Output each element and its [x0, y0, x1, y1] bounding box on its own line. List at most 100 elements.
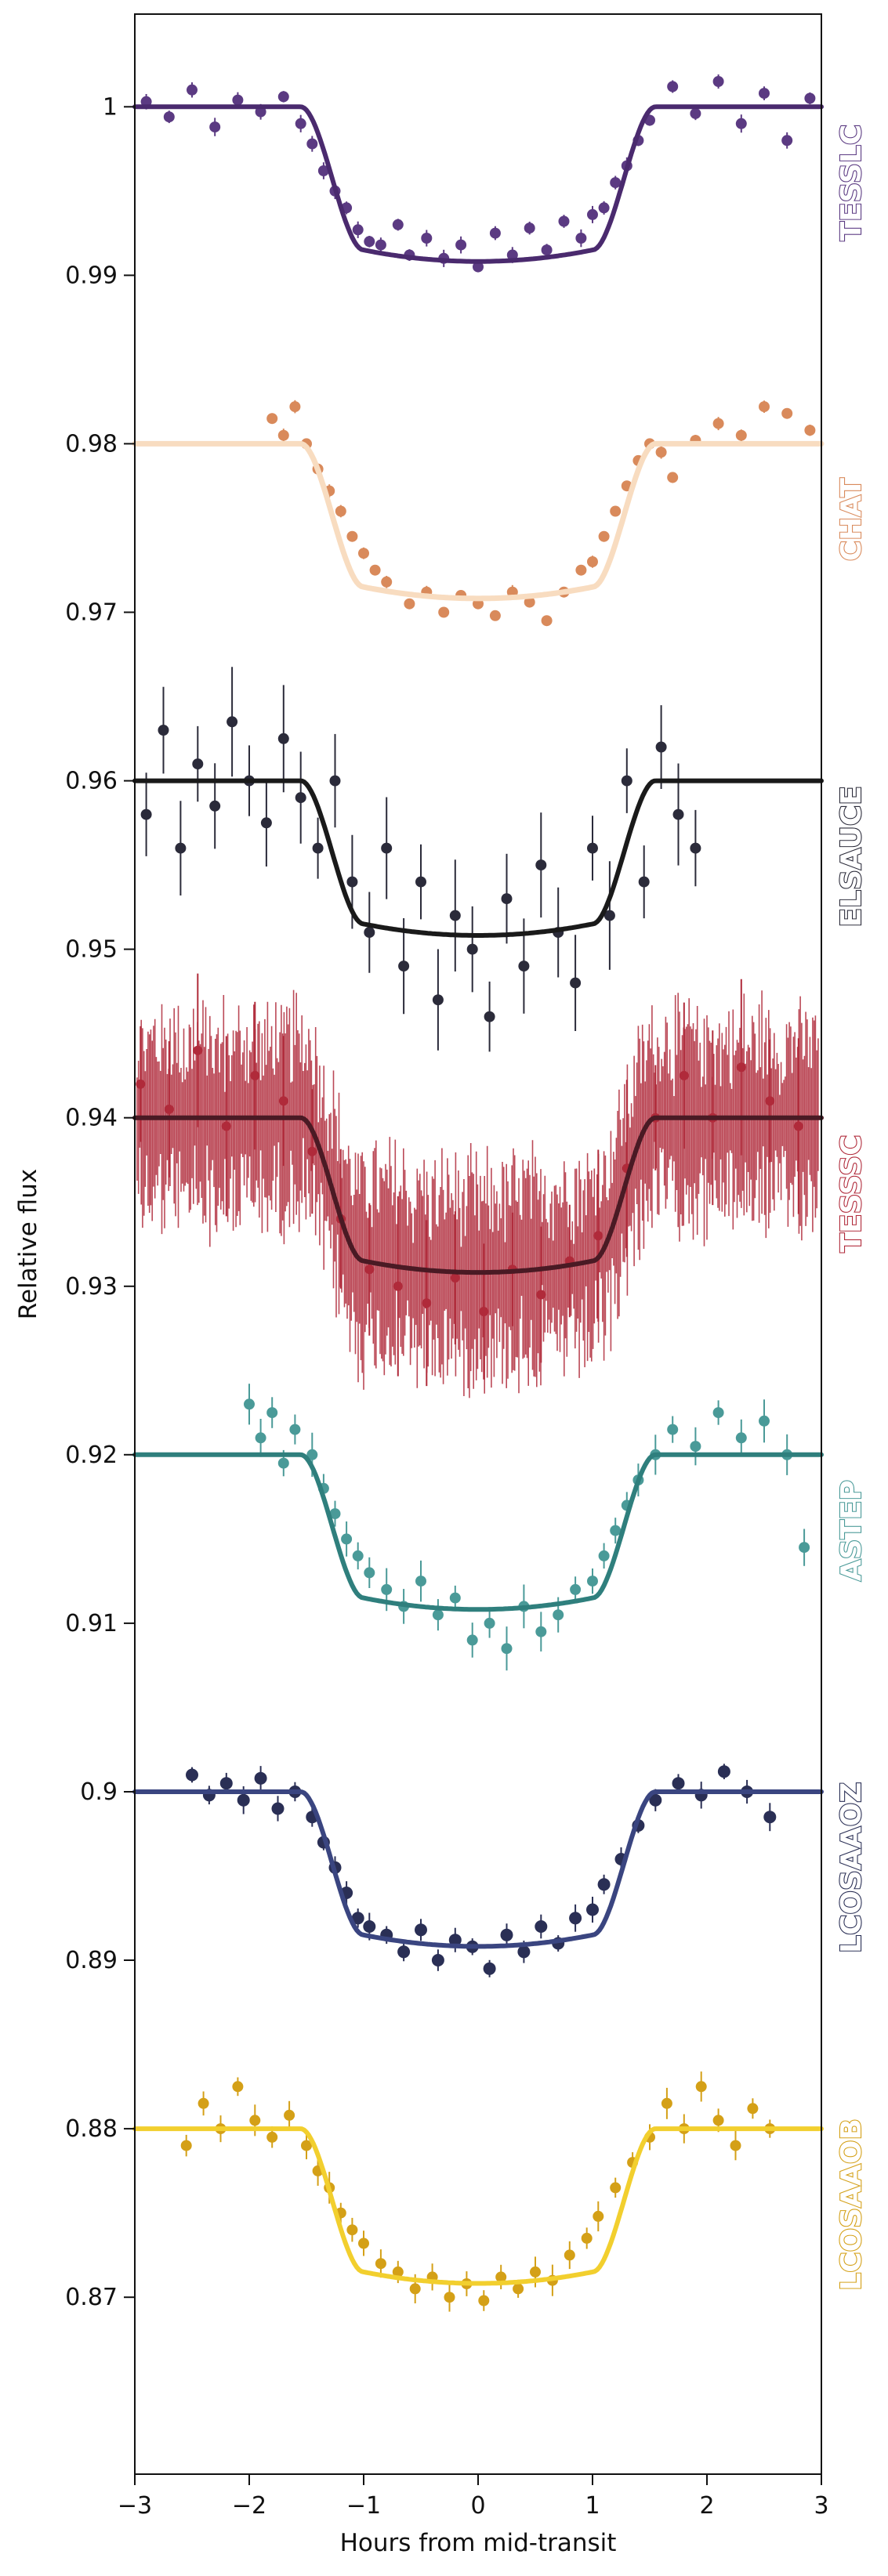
- elsauce-data-point: [449, 910, 461, 921]
- tesslc-data-point: [277, 91, 289, 103]
- elsauce-data-point: [175, 842, 187, 854]
- elsauce-data-point: [535, 859, 547, 871]
- chat-data-point: [524, 596, 535, 608]
- tesssc-data-point: [193, 1045, 203, 1055]
- tesslc-data-point: [163, 111, 175, 123]
- elsauce-data-point: [621, 775, 632, 787]
- elsauce-data-point: [192, 758, 204, 770]
- lcosaaoz-data-point: [569, 1912, 582, 1925]
- lcosaaob-data-point: [346, 2224, 358, 2236]
- astep-data-point: [610, 1525, 622, 1536]
- lcosaaoz-data-point: [586, 1903, 599, 1916]
- chat-data-point: [277, 429, 289, 441]
- astep-data-point: [364, 1567, 375, 1579]
- elsauce-data-point: [570, 977, 582, 989]
- tesssc-data-point: [221, 1121, 231, 1131]
- lcosaaob-data-point: [530, 2266, 541, 2278]
- lcosaaob-data-point: [695, 2081, 707, 2093]
- lcosaaob-data-point: [232, 2081, 244, 2093]
- lcosaaoz-data-point: [397, 1945, 411, 1959]
- elsauce-instrument-label: ELSAUCE: [835, 786, 868, 927]
- lcosaaoz-data-point: [351, 1912, 364, 1925]
- astep-data-point: [553, 1609, 564, 1621]
- y-tick-label: 0.89: [65, 1947, 118, 1974]
- tesslc-data-point: [295, 118, 306, 129]
- elsauce-data-point: [381, 842, 393, 854]
- lcosaaoz-data-point: [431, 1954, 444, 1966]
- chat-data-point: [610, 505, 622, 517]
- tesslc-data-point: [598, 202, 610, 214]
- elsauce-data-point: [672, 809, 684, 820]
- astep-data-point: [329, 1508, 341, 1520]
- elsauce-data-point: [415, 876, 426, 888]
- lcosaaob-data-point: [495, 2271, 507, 2283]
- elsauce-data-point: [260, 817, 272, 829]
- y-tick-label: 0.92: [65, 1442, 118, 1469]
- tesssc-data-point: [307, 1146, 317, 1156]
- chat-data-point: [381, 576, 393, 588]
- y-tick-label: 0.88: [65, 2115, 118, 2143]
- y-tick-label: 0.99: [65, 262, 118, 289]
- tesslc-data-point: [759, 88, 770, 99]
- astep-data-point: [690, 1441, 701, 1453]
- lcosaaoz-data-point: [500, 1928, 513, 1941]
- chat-data-point: [655, 447, 667, 458]
- lcosaaoz-data-point: [483, 1962, 496, 1975]
- lcosaaoz-model-curve: [132, 1789, 824, 1949]
- astep-instrument-label: ASTEP: [835, 1480, 868, 1581]
- lcosaaob-data-point: [392, 2266, 404, 2278]
- lcosaaob-data-point: [284, 2109, 295, 2121]
- x-axis: −3 −2 −1 0 1 2 3: [118, 2474, 829, 2520]
- lcosaaoz-data-point: [415, 1923, 427, 1937]
- tesssc-data-point: [422, 1298, 432, 1308]
- lcosaaoz-data-point: [237, 1793, 250, 1807]
- lcosaaoz-instrument-label: LCOSAAOZ: [835, 1782, 868, 1953]
- tesssc-data-point: [364, 1264, 375, 1275]
- y-tick-label: 0.94: [65, 1105, 118, 1132]
- astep-data-point: [799, 1542, 810, 1554]
- y-tick-label: 0.96: [65, 768, 118, 795]
- astep-model-curve: [132, 1452, 824, 1612]
- tesslc-data-point: [781, 135, 793, 147]
- astep-data-point: [501, 1643, 513, 1655]
- chat-data-point: [667, 472, 679, 483]
- elsauce-data-point: [140, 809, 152, 820]
- astep-data-point: [466, 1634, 478, 1646]
- lcosaaoz-data-point: [363, 1920, 376, 1933]
- astep-data-point: [449, 1592, 461, 1604]
- x-tick-label: 0: [470, 2492, 485, 2520]
- tesslc-data-point: [489, 227, 501, 239]
- elsauce-data-point: [638, 876, 650, 888]
- transit-model-curves: [132, 104, 825, 2286]
- lcosaaob-data-point: [375, 2258, 386, 2270]
- tesssc-data-point: [793, 1121, 803, 1131]
- lcosaaob-data-point: [513, 2283, 524, 2295]
- lcosaaob-data-point: [180, 2140, 192, 2151]
- lcosaaob-data-point: [478, 2295, 490, 2306]
- lcosaaob-data-point: [581, 2232, 593, 2244]
- elsauce-data-point: [655, 741, 667, 753]
- tesslc-data-point: [317, 165, 329, 176]
- chat-data-point: [541, 615, 553, 627]
- lcosaaob-data-point: [730, 2140, 741, 2151]
- y-axis-label: Relative flux: [14, 1169, 42, 1319]
- lcosaaoz-data-point: [219, 1777, 233, 1790]
- tesslc-data-point: [587, 208, 598, 220]
- y-tick-label: 0.91: [65, 1610, 118, 1637]
- lcosaaob-data-point: [610, 2182, 622, 2194]
- elsauce-data-point: [312, 842, 324, 854]
- elsauce-data-point: [398, 961, 410, 972]
- elsauce-data-point: [329, 775, 341, 787]
- lcosaaob-data-point: [712, 2115, 724, 2126]
- astep-data-point: [266, 1407, 278, 1419]
- elsauce-data-point: [484, 1011, 495, 1022]
- lcosaaoz-data-point: [517, 1945, 531, 1959]
- tesssc-data-point: [679, 1070, 689, 1080]
- chat-data-point: [598, 530, 610, 542]
- lcosaaob-data-point: [564, 2249, 575, 2261]
- tesslc-data-point: [575, 233, 587, 244]
- tesslc-data-point: [473, 261, 484, 273]
- lcosaaob-instrument-label: LCOSAAOB: [835, 2118, 868, 2291]
- elsauce-data-point: [227, 716, 238, 728]
